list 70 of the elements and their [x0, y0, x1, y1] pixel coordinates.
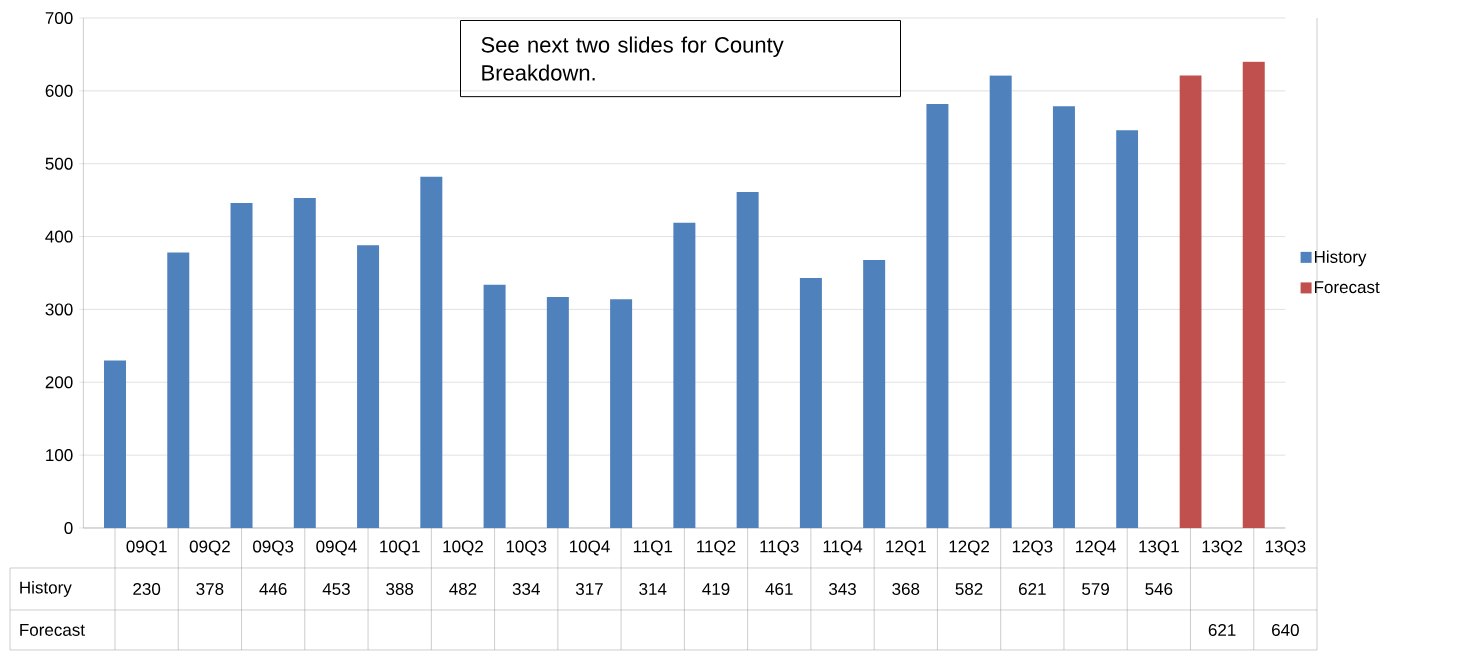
- bar: [673, 222, 696, 528]
- bar: [104, 360, 127, 528]
- text: History: [20, 581, 72, 597]
- x-tick-label: 10Q4: [569, 540, 610, 556]
- data-label: 343: [829, 582, 856, 596]
- y-tick-label: 300: [45, 303, 73, 316]
- data-label: 419: [702, 582, 730, 596]
- data-label: 582: [955, 582, 983, 596]
- legend-label: History: [1314, 250, 1367, 267]
- data-label: 388: [386, 582, 414, 596]
- bar: [483, 284, 506, 528]
- y-tick-label: 500: [45, 157, 73, 170]
- y-tick-label: 600: [45, 84, 73, 97]
- x-tick-label: 09Q2: [189, 540, 230, 556]
- data-label: 640: [1272, 623, 1299, 637]
- y-tick-label: 0: [64, 521, 73, 535]
- x-tick-label: 09Q4: [316, 540, 357, 556]
- data-label: 482: [449, 582, 477, 596]
- data-label: 334: [512, 582, 540, 596]
- data-label: 230: [133, 582, 161, 596]
- bar: [546, 297, 569, 528]
- x-tick-label: 10Q1: [380, 540, 420, 556]
- x-tick-label: 09Q1: [126, 540, 167, 556]
- x-tick-label: 13Q3: [1265, 540, 1306, 556]
- bar: [293, 197, 316, 528]
- bar: [736, 192, 759, 528]
- data-label: 368: [892, 582, 920, 596]
- data-label: 453: [322, 582, 350, 596]
- x-tick-label: 12Q1: [886, 540, 926, 556]
- data-label: 317: [575, 582, 603, 596]
- x-tick-label: 10Q2: [443, 540, 483, 556]
- x-tick-label: 13Q1: [1139, 540, 1179, 556]
- bar: [167, 252, 190, 528]
- bar: [357, 245, 380, 528]
- x-tick-label: 11Q4: [823, 540, 863, 556]
- x-tick-label: 11Q3: [760, 540, 799, 556]
- y-tick-label: 200: [45, 376, 73, 389]
- bar: [926, 103, 949, 528]
- x-tick-label: 13Q2: [1202, 540, 1243, 556]
- x-tick-label: 12Q4: [1076, 540, 1116, 556]
- bar: [1179, 75, 1202, 528]
- data-label: 546: [1145, 582, 1173, 596]
- annotation: See next two slides for County Breakdown.: [481, 36, 784, 81]
- bar: [420, 176, 443, 528]
- x-tick-label: 11Q1: [633, 540, 673, 556]
- legend-label: Forecast: [1314, 281, 1380, 294]
- bar: [989, 75, 1012, 528]
- data-label: 461: [765, 582, 793, 596]
- bar: [610, 299, 633, 528]
- bar: [1242, 61, 1265, 528]
- bar: [863, 259, 886, 528]
- text: Forecast: [20, 624, 85, 636]
- bar: [1052, 106, 1075, 528]
- y-tick-label: 400: [45, 230, 73, 243]
- x-tick-label: 10Q3: [506, 540, 547, 556]
- bar: [799, 278, 822, 528]
- x-tick-label: 11Q2: [697, 540, 736, 556]
- bar: [1116, 130, 1139, 528]
- bar: [230, 203, 253, 528]
- x-tick-label: 12Q3: [1012, 540, 1053, 556]
- x-tick-label: 12Q2: [949, 540, 989, 556]
- data-label: 446: [259, 582, 287, 596]
- data-label: 314: [639, 582, 667, 596]
- data-label: 621: [1019, 582, 1046, 596]
- y-tick-label: 700: [45, 11, 73, 25]
- x-tick-label: 09Q3: [253, 540, 294, 556]
- y-tick-label: 100: [46, 449, 73, 462]
- data-label: 378: [196, 582, 224, 596]
- data-label: 621: [1208, 623, 1236, 637]
- data-label: 579: [1082, 582, 1109, 596]
